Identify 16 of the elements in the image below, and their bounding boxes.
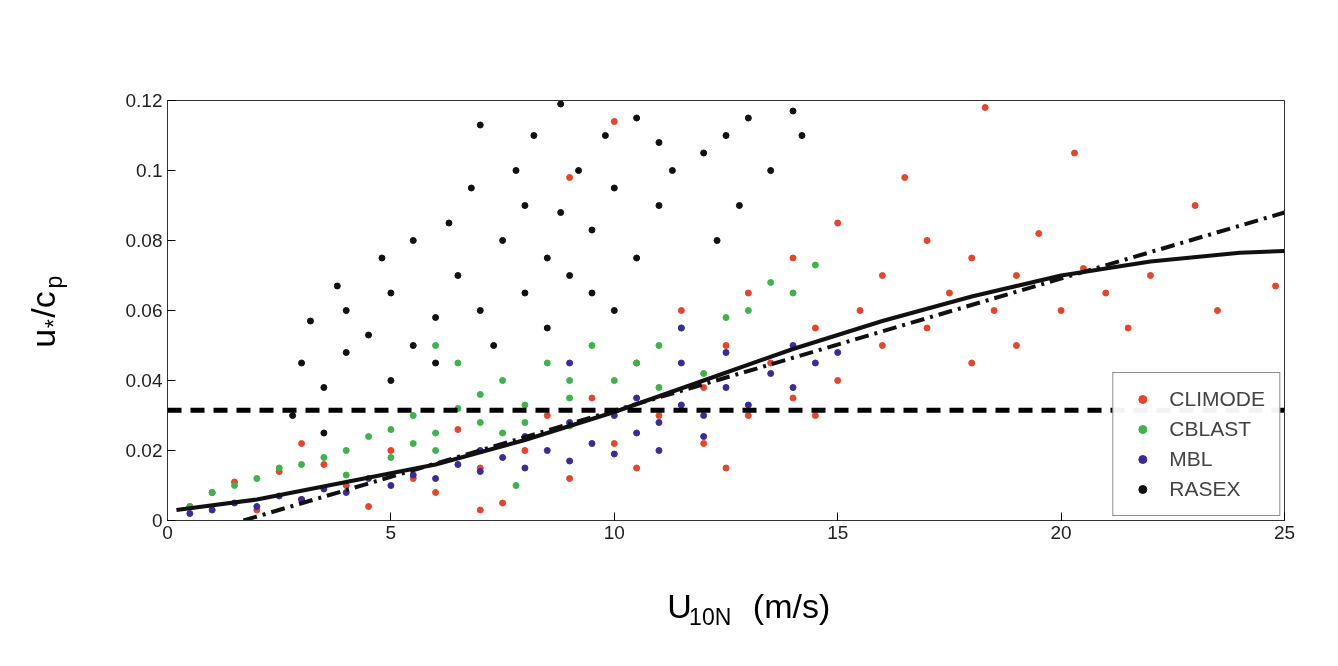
legend-label: CBLAST: [1169, 417, 1252, 441]
y-tick-label: 0.08: [125, 230, 163, 251]
y-tick-label: 0.12: [125, 90, 163, 111]
legend-label: CLIMODE: [1169, 387, 1265, 411]
legend-label: RASEX: [1169, 477, 1241, 501]
y-tick-label: 0.1: [136, 160, 163, 181]
legend-label: MBL: [1169, 447, 1213, 471]
x-tick-label: 15: [827, 521, 849, 543]
x-tick-label: 25: [1273, 521, 1296, 543]
x-tick-label: 20: [1050, 521, 1072, 543]
y-tick-label: 0.06: [125, 300, 163, 321]
x-tick-label: 10: [603, 521, 625, 543]
x-tick-label: 5: [385, 521, 397, 543]
y-tick-label: 0.02: [125, 440, 163, 461]
y-tick-label: 0.04: [125, 370, 163, 391]
y-axis-title: u*/cp: [23, 275, 68, 348]
